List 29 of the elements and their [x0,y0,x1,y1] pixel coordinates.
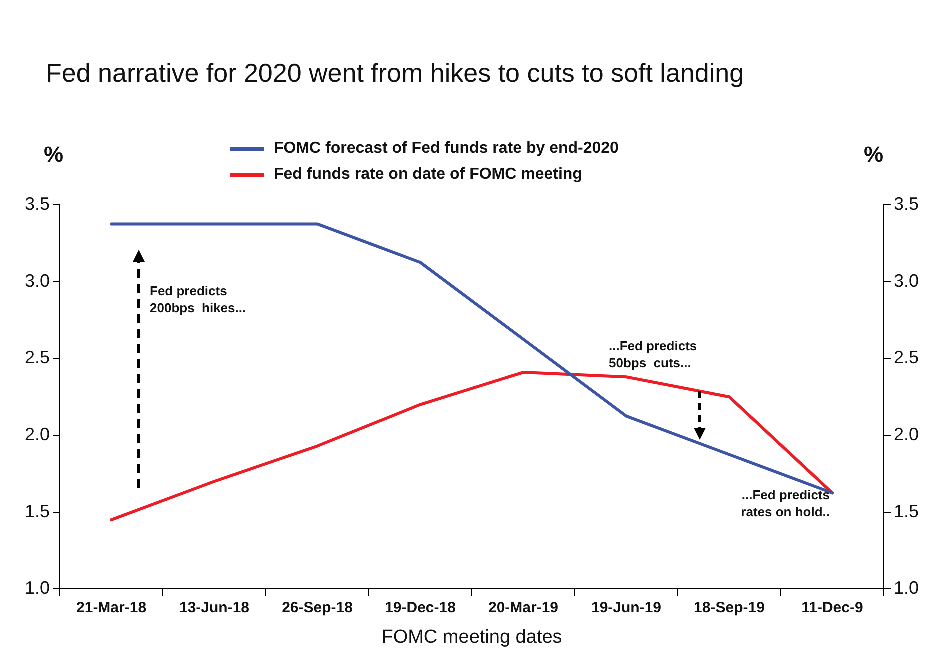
y-tick-label: 2.5 [24,348,50,368]
y2-tick-label: 2.5 [894,348,920,368]
y2-tick-label: 1.0 [894,578,920,598]
legend-label: Fed funds rate on date of FOMC meeting [274,166,582,184]
y-tick-label: 3.5 [24,194,50,214]
x-tick-label: 13-Jun-18 [180,599,250,616]
annotation: ...Fed predicts 50bps cuts... [609,338,698,371]
x-tick-label: 18-Sep-19 [694,599,765,616]
x-tick-label: 26-Sep-18 [282,599,353,616]
y2-tick-label: 2.0 [894,424,920,444]
x-tick-label: 19-Jun-19 [591,599,662,616]
y2-tick-label: 1.5 [894,501,920,522]
chart-title: Fed narrative for 2020 went from hikes to cuts to soft landing [46,58,744,89]
annotation: Fed predicts 200bps hikes... [150,284,246,316]
y2-axis-title: % [864,142,884,168]
y-tick-label: 1.0 [24,578,50,598]
y-tick-label: 3.0 [24,270,50,291]
x-tick-label: 11-Dec-9 [802,599,864,616]
legend-label: FOMC forecast of Fed funds rate by end-2020 [274,140,619,158]
x-tick-label: 21-Mar-18 [76,599,147,616]
x-tick-label: 20-Mar-19 [488,599,559,616]
y-axis-title: % [44,142,64,168]
annotation: ...Fed predicts rates on hold.. [741,488,830,520]
y-tick-label: 2.0 [24,424,50,444]
x-axis-title: FOMC meeting dates [382,626,562,648]
y2-tick-label: 3.0 [894,270,920,291]
y2-tick-label: 3.5 [894,194,920,214]
x-tick-label: 19-Dec-18 [385,599,456,616]
y-tick-label: 1.5 [24,501,50,522]
